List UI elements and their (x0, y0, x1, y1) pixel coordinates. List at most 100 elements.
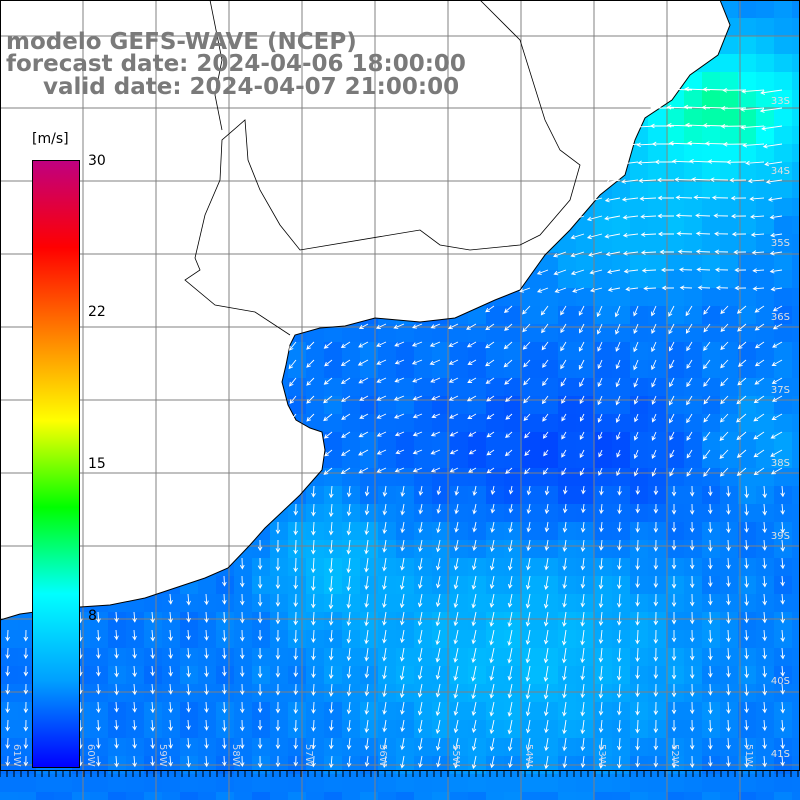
field-cell (774, 162, 793, 181)
wind-arrow (598, 737, 604, 751)
wind-arrow (486, 395, 495, 402)
field-cell (432, 396, 451, 415)
field-cell (684, 270, 703, 289)
wind-arrow (293, 701, 299, 714)
wind-arrow (586, 215, 603, 222)
field-cell (738, 774, 757, 793)
wind-arrow (23, 719, 29, 732)
field-cell (720, 378, 739, 397)
field-cell (522, 540, 541, 559)
wind-arrow (168, 683, 173, 695)
field-cell (324, 738, 343, 757)
wind-arrow (486, 431, 495, 438)
field-cell (54, 792, 73, 800)
field-cell (378, 684, 397, 703)
field-cell (648, 792, 667, 800)
field-cell (792, 738, 800, 757)
field-cell (486, 360, 505, 379)
wind-arrow (341, 395, 351, 402)
wind-arrow (669, 413, 675, 424)
wind-arrow (671, 539, 677, 551)
field-cell (702, 450, 721, 469)
wind-arrow (653, 647, 659, 662)
field-cell (630, 414, 649, 433)
field-cell (18, 666, 37, 685)
wind-arrow (722, 141, 747, 147)
wind-arrow (780, 683, 785, 695)
wind-arrow (543, 701, 549, 717)
wind-arrow (453, 737, 459, 751)
field-cell (324, 720, 343, 739)
wind-arrow (671, 575, 677, 589)
field-cell (486, 486, 505, 505)
wind-arrow (364, 557, 369, 573)
wind-arrow (668, 87, 693, 92)
field-cell (504, 342, 523, 361)
wind-arrow (708, 521, 713, 534)
field-cell (522, 504, 541, 523)
field-cell (576, 306, 595, 325)
wind-arrow (590, 287, 603, 293)
wind-arrow (650, 105, 675, 111)
field-cell (612, 234, 631, 253)
wind-arrow (340, 449, 351, 456)
wind-arrow (399, 647, 405, 662)
wind-arrow (453, 557, 459, 571)
wind-arrow (769, 268, 783, 274)
field-cell (504, 360, 523, 379)
field-cell (738, 684, 757, 703)
wind-arrow (412, 449, 423, 455)
field-cell (414, 450, 433, 469)
wind-arrow (635, 683, 640, 698)
wind-arrow (762, 755, 767, 768)
wind-arrow (616, 647, 622, 663)
field-cell (486, 684, 505, 703)
field-cell (756, 54, 775, 73)
field-cell (792, 558, 800, 577)
field-cell (594, 342, 613, 361)
wind-arrow (720, 341, 729, 351)
field-cell (486, 396, 505, 415)
field-cell (450, 774, 469, 793)
field-cell (342, 468, 361, 487)
wind-arrow (543, 665, 549, 682)
wind-arrow (686, 341, 693, 352)
field-cell (756, 414, 775, 433)
field-cell (684, 468, 703, 487)
wind-arrow (668, 341, 675, 352)
wind-arrow (562, 503, 568, 514)
wind-arrow (222, 701, 227, 714)
wind-arrow (733, 249, 747, 255)
field-cell (630, 450, 649, 469)
wind-arrow (719, 449, 729, 460)
field-cell (540, 558, 559, 577)
wind-arrow (734, 285, 747, 291)
field-cell (378, 594, 397, 613)
wind-arrow (412, 377, 423, 383)
field-cell (594, 468, 613, 487)
wind-arrow (447, 323, 459, 330)
wind-arrow (430, 323, 441, 329)
wind-arrow (543, 593, 549, 609)
field-cell (378, 792, 397, 800)
wind-arrow (685, 323, 693, 334)
wind-arrow (526, 755, 531, 770)
field-cell (558, 540, 577, 559)
wind-arrow (753, 413, 765, 422)
wind-arrow (525, 701, 531, 717)
field-cell (450, 576, 469, 595)
wind-arrow (689, 755, 695, 769)
field-cell (36, 774, 55, 793)
field-cell (558, 450, 577, 469)
field-cell (594, 540, 613, 559)
field-cell (540, 414, 559, 433)
wind-arrow (599, 521, 604, 533)
field-cell (756, 342, 775, 361)
wind-arrow (306, 413, 315, 422)
field-cell (756, 144, 775, 163)
wind-arrow (543, 647, 549, 664)
wind-arrow (671, 611, 677, 625)
field-cell (756, 306, 775, 325)
wind-arrow (168, 737, 173, 750)
wind-arrow (671, 485, 677, 497)
